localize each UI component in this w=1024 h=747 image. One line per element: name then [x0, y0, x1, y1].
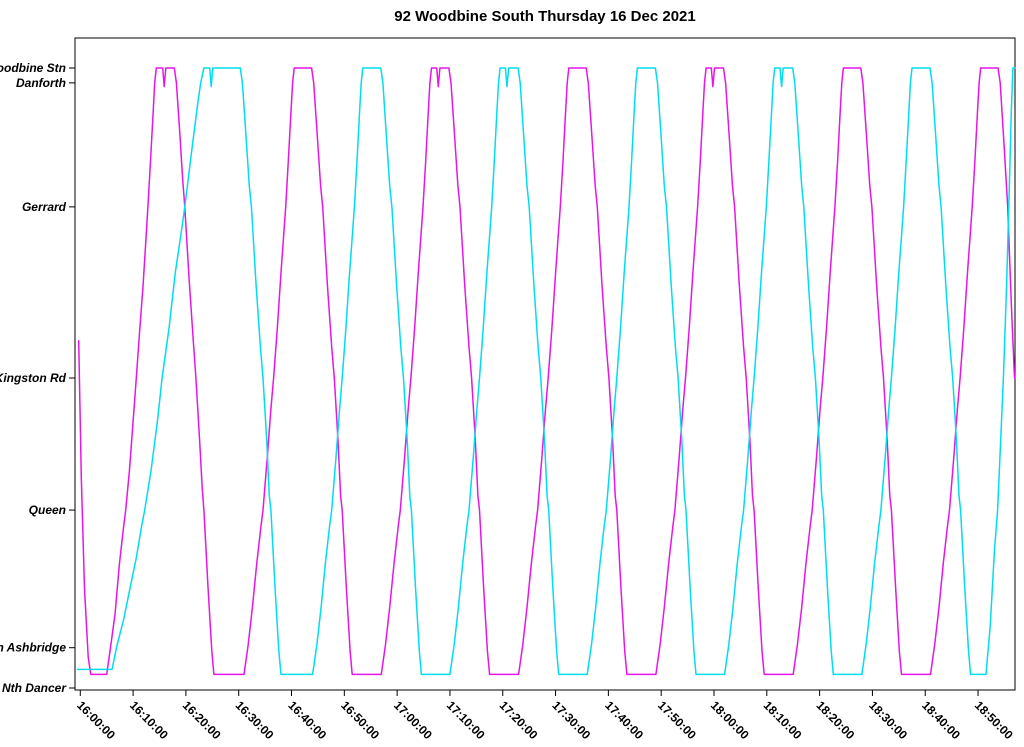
x-axis-time-label: 18:50:00 [972, 698, 1016, 742]
y-axis-station-label: Gerrard [22, 200, 67, 214]
y-axis-station-label: Danforth [16, 76, 66, 90]
y-axis-station-label: Sarah Ashbridge [0, 641, 66, 655]
y-axis-station-label: Nth Dancer [2, 681, 67, 695]
y-axis-station-label: Kingston Rd [0, 371, 67, 385]
x-axis-time-label: 18:30:00 [866, 698, 910, 742]
vehicle-trace-vehicle-magenta [77, 67, 1016, 676]
x-axis-time-label: 17:30:00 [549, 698, 593, 742]
x-axis-time-label: 16:10:00 [127, 698, 171, 742]
x-axis-time-label: 17:20:00 [497, 698, 541, 742]
x-axis-time-label: 17:50:00 [655, 698, 699, 742]
plot-border [74, 37, 1016, 691]
x-axis-time-label: 17:10:00 [444, 698, 488, 742]
x-axis-time-label: 16:00:00 [74, 698, 118, 742]
x-axis-time-label: 18:40:00 [919, 698, 963, 742]
vehicle-trace-vehicle-cyan [76, 67, 1016, 676]
x-axis-time-label: 18:00:00 [708, 698, 752, 742]
x-axis-time-label: 18:10:00 [761, 698, 805, 742]
y-axis-station-label: Woodbine Stn [0, 61, 66, 75]
x-axis-time-label: 18:20:00 [813, 698, 857, 742]
x-axis-time-label: 16:40:00 [285, 698, 329, 742]
chart-title: 92 Woodbine South Thursday 16 Dec 2021 [394, 8, 696, 25]
x-axis-time-label: 16:50:00 [338, 698, 382, 742]
x-axis-time-label: 16:30:00 [233, 698, 277, 742]
x-axis-time-label: 17:00:00 [391, 698, 435, 742]
y-axis-station-label: Queen [29, 503, 66, 517]
x-axis-time-label: 17:40:00 [602, 698, 646, 742]
x-axis-time-label: 16:20:00 [180, 698, 224, 742]
